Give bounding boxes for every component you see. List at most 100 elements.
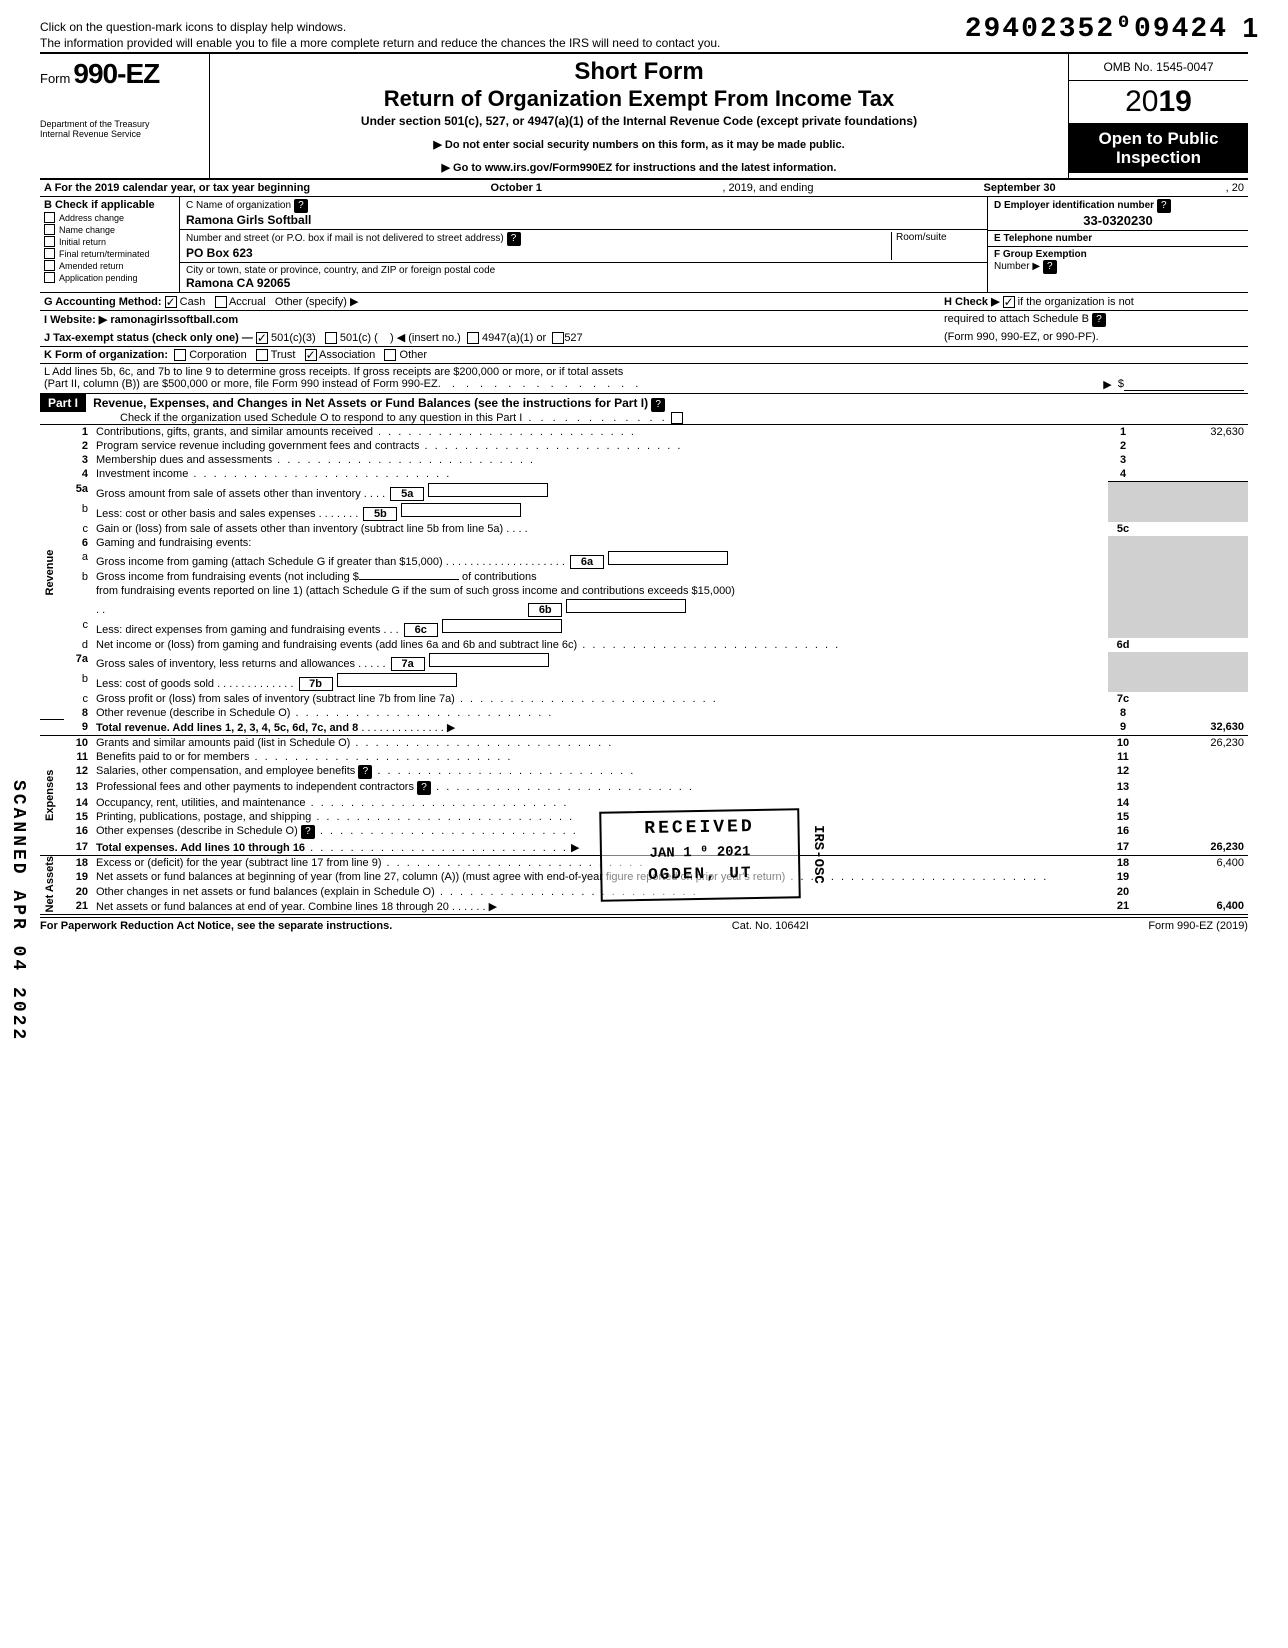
ln-11-num: 11 [64, 750, 92, 764]
help-icon[interactable]: ? [1157, 199, 1171, 213]
chk-527[interactable] [552, 332, 564, 344]
col-b-header: B Check if applicable [44, 199, 155, 211]
lbl-accrual: Accrual [229, 296, 266, 308]
ln-7c-val [1138, 692, 1248, 706]
ln-6a-ibox: 6a [570, 555, 604, 569]
ln-14-desc: Occupancy, rent, utilities, and maintena… [96, 797, 306, 809]
chk-assoc[interactable] [305, 349, 317, 361]
help-icon[interactable]: ? [294, 199, 308, 213]
chk-501c[interactable] [325, 332, 337, 344]
ln-4-desc: Investment income [96, 468, 188, 480]
omb-number: OMB No. 1545-0047 [1069, 54, 1248, 81]
row-i-website: I Website: ▶ ramonagirlssoftball.com req… [40, 311, 1248, 329]
ln-9-box: 9 [1108, 720, 1138, 736]
ln-8-box: 8 [1108, 706, 1138, 720]
ln-1-box: 1 [1108, 425, 1138, 439]
ln-5c-val [1138, 522, 1248, 536]
ln-6a-num: a [64, 550, 92, 570]
ln-10-num: 10 [64, 735, 92, 750]
ln-14-num: 14 [64, 796, 92, 810]
i-label: I Website: ▶ [44, 314, 107, 326]
part1-header: Part I Revenue, Expenses, and Changes in… [40, 393, 1248, 425]
under-section: Under section 501(c), 527, or 4947(a)(1)… [218, 114, 1060, 128]
group-ex-label: F Group Exemption [994, 249, 1087, 260]
form-number: 990-EZ [73, 58, 159, 89]
ln-21-arrow: ▶ [489, 901, 497, 913]
l-text-2: (Part II, column (B)) are $500,000 or mo… [44, 378, 438, 391]
ln-5a-num: 5a [64, 482, 92, 502]
chk-final-return[interactable] [44, 248, 55, 259]
chk-h[interactable] [1003, 296, 1015, 308]
row-g-accounting: G Accounting Method: Cash Accrual Other … [40, 293, 1248, 311]
ln-13-num: 13 [64, 780, 92, 796]
ln-7b-num: b [64, 672, 92, 692]
chk-trust[interactable] [256, 349, 268, 361]
ln-3-box: 3 [1108, 453, 1138, 467]
chk-name-change[interactable] [44, 224, 55, 235]
ln-14-box: 14 [1108, 796, 1138, 810]
ln-8-val [1138, 706, 1248, 720]
chk-other-org[interactable] [384, 349, 396, 361]
ln-1-desc: Contributions, gifts, grants, and simila… [96, 426, 373, 438]
open-public-1: Open to Public [1073, 130, 1244, 149]
room-label: Room/suite [896, 232, 981, 243]
form-word: Form [40, 71, 70, 86]
part1-title: Revenue, Expenses, and Changes in Net As… [89, 396, 648, 410]
help-icon[interactable]: ? [1092, 313, 1106, 327]
ln-6d-val [1138, 638, 1248, 652]
ln-19-box: 19 [1108, 870, 1138, 884]
ln-17-num: 17 [64, 840, 92, 856]
ln-11-desc: Benefits paid to or for members [96, 751, 249, 763]
help-icon[interactable]: ? [651, 398, 665, 412]
l-text-1: L Add lines 5b, 6c, and 7b to line 9 to … [44, 366, 1244, 378]
row-j-status: J Tax-exempt status (check only one) — 5… [40, 329, 1248, 347]
ln-17-box: 17 [1108, 840, 1138, 856]
ln-3-val [1138, 453, 1248, 467]
ln-7b-ibox: 7b [299, 677, 333, 691]
ln-6b-desc2: of contributions [462, 571, 537, 583]
phone-label: E Telephone number [994, 233, 1092, 244]
ln-6c-ibox: 6c [404, 623, 438, 637]
chk-corp[interactable] [174, 349, 186, 361]
ln-15-box: 15 [1108, 810, 1138, 824]
lbl-cash: Cash [180, 296, 206, 308]
org-name: Ramona Girls Softball [186, 213, 981, 227]
chk-501c3[interactable] [256, 332, 268, 344]
footer-right: Form 990-EZ (2019) [1148, 920, 1248, 932]
ln-19-val [1138, 870, 1248, 884]
footer-left: For Paperwork Reduction Act Notice, see … [40, 920, 392, 932]
ln-5b-num: b [64, 502, 92, 522]
chk-app-pending[interactable] [44, 272, 55, 283]
stamp-number: 29402352⁰09424 [965, 10, 1228, 45]
help-icon[interactable]: ? [417, 781, 431, 795]
ln-4-val [1138, 467, 1248, 482]
ln-20-desc: Other changes in net assets or fund bala… [96, 886, 435, 898]
chk-cash[interactable] [165, 296, 177, 308]
h-label: H Check ▶ [944, 296, 1000, 308]
help-icon[interactable]: ? [358, 765, 372, 779]
ln-16-val [1138, 824, 1248, 840]
help-icon[interactable]: ? [301, 825, 315, 839]
k-label: K Form of organization: [44, 349, 168, 361]
ln-19-num: 19 [64, 870, 92, 884]
chk-initial-return[interactable] [44, 236, 55, 247]
chk-schedule-o[interactable] [671, 412, 683, 424]
chk-accrual[interactable] [215, 296, 227, 308]
ln-20-val [1138, 885, 1248, 899]
chk-amended[interactable] [44, 260, 55, 271]
chk-4947[interactable] [467, 332, 479, 344]
ln-3-desc: Membership dues and assessments [96, 454, 272, 466]
chk-address-change[interactable] [44, 212, 55, 223]
col-c-org: C Name of organization ? Ramona Girls So… [180, 197, 988, 292]
ln-17-desc: Total expenses. Add lines 10 through 16 [96, 842, 305, 854]
section-netassets: Net Assets [40, 855, 64, 914]
ln-5a-ival [428, 483, 548, 497]
ln-12-val [1138, 764, 1248, 780]
help-icon[interactable]: ? [1043, 260, 1057, 274]
help-icon[interactable]: ? [507, 232, 521, 246]
row-a-mid: , 2019, and ending [722, 182, 813, 194]
g-label: G Accounting Method: [44, 296, 162, 308]
ln-18-desc: Excess or (deficit) for the year (subtra… [96, 857, 382, 869]
h-text-1: if the organization is not [1018, 296, 1134, 308]
arrow-goto: ▶ Go to www.irs.gov/Form990EZ for instru… [218, 161, 1060, 174]
